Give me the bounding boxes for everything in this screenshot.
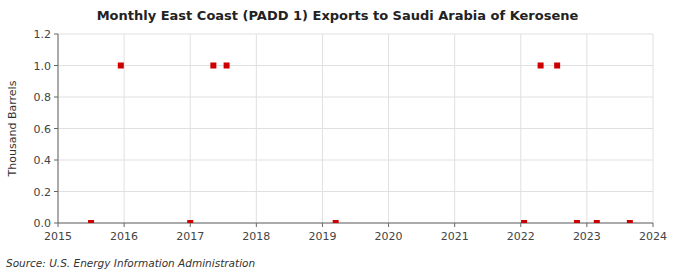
grid-line bbox=[653, 34, 654, 223]
point bbox=[594, 220, 600, 223]
tick-label: 1.2 bbox=[34, 28, 52, 41]
grid-line bbox=[388, 34, 389, 223]
tick-mark bbox=[54, 160, 58, 161]
point bbox=[521, 220, 527, 223]
tick-label: 2019 bbox=[308, 230, 336, 243]
tick-mark bbox=[58, 223, 59, 227]
tick-label: 0.2 bbox=[34, 186, 52, 199]
tick-mark bbox=[454, 223, 455, 227]
tick-mark bbox=[124, 223, 125, 227]
grid-line bbox=[58, 97, 653, 98]
y-axis-label: Thousand Barrels bbox=[6, 80, 19, 177]
tick-label: 2023 bbox=[573, 230, 601, 243]
y-axis-line bbox=[58, 34, 59, 223]
tick-mark bbox=[190, 223, 191, 227]
tick-mark bbox=[54, 34, 58, 35]
point bbox=[224, 63, 230, 69]
grid-line bbox=[58, 128, 653, 129]
tick-mark bbox=[256, 223, 257, 227]
point bbox=[627, 220, 633, 223]
tick-label: 0.6 bbox=[34, 123, 52, 136]
tick-mark bbox=[54, 97, 58, 98]
grid-line bbox=[58, 34, 59, 223]
grid-line bbox=[124, 34, 125, 223]
tick-label: 2020 bbox=[375, 230, 403, 243]
tick-label: 2017 bbox=[176, 230, 204, 243]
point bbox=[574, 220, 580, 223]
grid-line bbox=[58, 160, 653, 161]
tick-label: 2021 bbox=[441, 230, 469, 243]
points bbox=[88, 63, 633, 224]
tick-label: 2022 bbox=[507, 230, 535, 243]
tick-label: 2015 bbox=[44, 230, 72, 243]
tick-label: 0.8 bbox=[34, 91, 52, 104]
tick-label: 0.0 bbox=[34, 217, 52, 230]
grid-line bbox=[520, 34, 521, 223]
tick-label: 0.4 bbox=[34, 154, 52, 167]
point bbox=[118, 63, 124, 69]
tick-mark bbox=[54, 128, 58, 129]
title: Monthly East Coast (PADD 1) Exports to S… bbox=[97, 8, 579, 23]
tick-mark bbox=[388, 223, 389, 227]
grid-line bbox=[58, 65, 653, 66]
grid-line bbox=[454, 34, 455, 223]
x-axis-line bbox=[58, 223, 653, 224]
grid-line bbox=[58, 34, 653, 35]
point bbox=[187, 220, 193, 223]
grid-line bbox=[256, 34, 257, 223]
tick-label: 1.0 bbox=[34, 60, 52, 73]
tick-mark bbox=[54, 191, 58, 192]
tick-label: 2016 bbox=[110, 230, 138, 243]
point bbox=[538, 63, 544, 69]
grid-line bbox=[190, 34, 191, 223]
point bbox=[88, 220, 94, 223]
tick-label: 2024 bbox=[639, 230, 667, 243]
point bbox=[210, 63, 216, 69]
grid-line bbox=[322, 34, 323, 223]
tick-mark bbox=[586, 223, 587, 227]
source: Source: U.S. Energy Information Administ… bbox=[6, 257, 255, 269]
tick-label: 2018 bbox=[242, 230, 270, 243]
tick-mark bbox=[54, 65, 58, 66]
chart: Monthly East Coast (PADD 1) Exports to S… bbox=[0, 0, 675, 275]
point bbox=[554, 63, 560, 69]
tick-mark bbox=[54, 223, 58, 224]
tick-mark bbox=[520, 223, 521, 227]
grid-line bbox=[58, 223, 653, 224]
grid bbox=[58, 34, 653, 223]
axes: 0.0 0.2 0.4 0.6 0.8 1.0 1.2 2015 2016 2017 2018 201… bbox=[34, 28, 668, 243]
tick-mark bbox=[653, 223, 654, 227]
point bbox=[333, 220, 339, 223]
tick-mark bbox=[322, 223, 323, 227]
grid-line bbox=[586, 34, 587, 223]
grid-line bbox=[58, 191, 653, 192]
